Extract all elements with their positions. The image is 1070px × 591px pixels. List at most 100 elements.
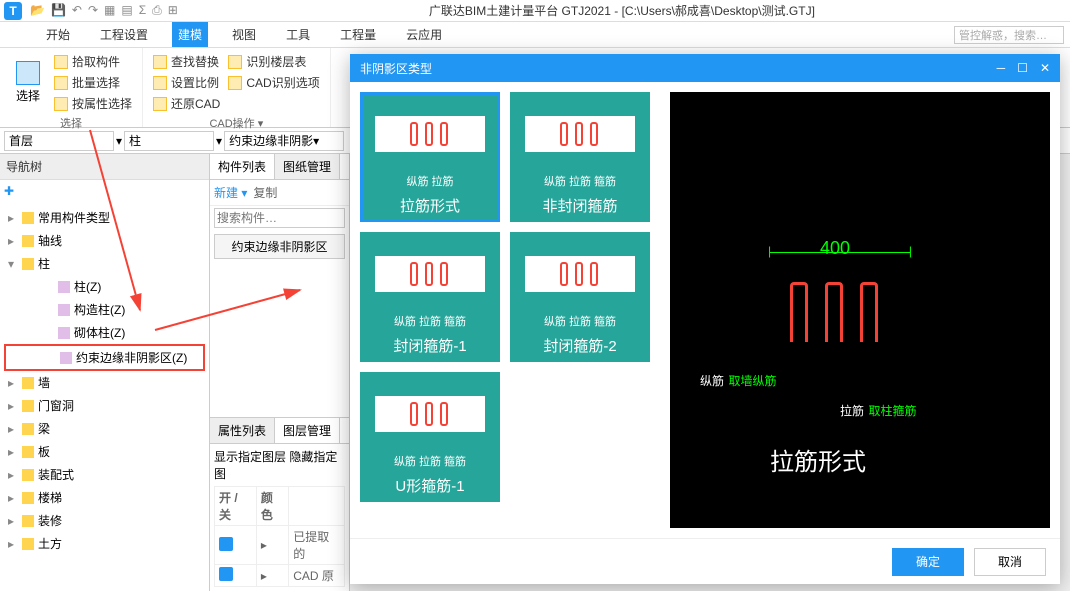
tree-item[interactable]: ▸装配式 xyxy=(4,463,205,486)
expand-icon[interactable]: ▸ xyxy=(8,376,18,390)
tree-item[interactable]: 柱(Z) xyxy=(4,275,205,298)
expand-icon[interactable]: ▾ xyxy=(8,257,18,271)
menu-start[interactable]: 开始 xyxy=(40,22,76,47)
expand-icon[interactable]: ▸ xyxy=(8,445,18,459)
dropdown-arrow-icon[interactable]: ▾ xyxy=(116,134,122,148)
option-diagram xyxy=(512,239,648,309)
option-card[interactable]: 纵筋 拉筋 箍筋封闭箍筋-1 xyxy=(360,232,500,362)
cancel-button[interactable]: 取消 xyxy=(974,548,1046,576)
tree-item[interactable]: ▸梁 xyxy=(4,417,205,440)
tree-item[interactable]: ▸楼梯 xyxy=(4,486,205,509)
option-diagram xyxy=(362,379,498,449)
tree-item[interactable]: ▸常用构件类型 xyxy=(4,206,205,229)
component-panel: 构件列表 图纸管理 新建 ▾ 复制 约束边缘非阴影区 属性列表 图层管理 显示指… xyxy=(210,154,350,591)
menu-tools[interactable]: 工具 xyxy=(280,22,316,47)
select-by-prop-button[interactable]: 按属性选择 xyxy=(52,94,134,113)
qat-icon[interactable]: Σ xyxy=(139,3,146,18)
rebar-shape xyxy=(860,282,878,342)
tree-item[interactable]: 砌体柱(Z) xyxy=(4,321,205,344)
qat-icon[interactable]: ⎙ xyxy=(152,3,162,18)
pick-component-button[interactable]: 拾取构件 xyxy=(52,52,134,71)
menu-view[interactable]: 视图 xyxy=(226,22,262,47)
layer-toggle[interactable] xyxy=(219,537,233,551)
cad-options-button[interactable]: CAD识别选项 xyxy=(226,73,321,92)
component-search-input[interactable] xyxy=(214,208,345,228)
copy-button[interactable]: 复制 xyxy=(253,184,277,201)
tab-properties[interactable]: 属性列表 xyxy=(210,418,275,443)
set-scale-button[interactable]: 设置比例 xyxy=(151,73,222,92)
expand-icon[interactable]: ▸ xyxy=(8,399,18,413)
folder-icon xyxy=(58,327,70,339)
expand-icon[interactable]: ▸ xyxy=(8,234,18,248)
layer-content: 显示指定图层 隐藏指定图 开 / 关颜色 ▸已提取的 ▸CAD 原 xyxy=(210,444,349,591)
qat-icon[interactable]: ▦ xyxy=(104,3,115,18)
tree-item[interactable]: ▸装修 xyxy=(4,509,205,532)
batch-select-button[interactable]: 批量选择 xyxy=(52,73,134,92)
qat-icon[interactable]: ⊞ xyxy=(168,3,178,18)
dialog-close-icon[interactable]: ✕ xyxy=(1040,61,1050,75)
component-item[interactable]: 约束边缘非阴影区 xyxy=(214,234,345,259)
find-icon xyxy=(153,55,167,69)
menu-cloud[interactable]: 云应用 xyxy=(400,22,448,47)
floor-dropdown[interactable] xyxy=(4,131,114,151)
window-title: 广联达BIM土建计量平台 GTJ2021 - [C:\Users\郝成喜\Des… xyxy=(178,2,1066,19)
expand-icon[interactable]: ▸ xyxy=(8,537,18,551)
menu-project-settings[interactable]: 工程设置 xyxy=(94,22,154,47)
tab-component-list[interactable]: 构件列表 xyxy=(210,154,275,179)
folder-icon xyxy=(58,281,70,293)
menubar: 开始 工程设置 建模 视图 工具 工程量 云应用 xyxy=(0,22,1070,48)
tree-item[interactable]: ▸ 门窗洞 xyxy=(4,394,205,417)
ok-button[interactable]: 确定 xyxy=(892,548,964,576)
option-title: 封闭箍筋-2 xyxy=(543,335,616,356)
expand-icon[interactable]: ▸ xyxy=(8,514,18,528)
tree-item[interactable]: 构造柱(Z) xyxy=(4,298,205,321)
tree-item-label: 柱(Z) xyxy=(74,278,101,295)
option-labels: 纵筋 拉筋 xyxy=(406,173,453,189)
dropdown-arrow-icon[interactable]: ▾ xyxy=(216,134,222,148)
expand-icon[interactable]: ▸ xyxy=(8,491,18,505)
dialog-minimize-icon[interactable]: ─ xyxy=(997,61,1006,75)
tab-layers[interactable]: 图层管理 xyxy=(275,418,340,443)
option-labels: 纵筋 拉筋 箍筋 xyxy=(394,453,466,469)
batch-icon xyxy=(54,76,68,90)
qat-redo-icon[interactable]: ↷ xyxy=(88,3,98,18)
expand-icon[interactable]: ▸ xyxy=(8,422,18,436)
option-card[interactable]: 纵筋 拉筋拉筋形式 xyxy=(360,92,500,222)
select-button[interactable]: 选择 xyxy=(8,52,48,113)
layer-row[interactable]: ▸已提取的 xyxy=(215,526,345,565)
qat-icon[interactable]: ▤ xyxy=(121,3,132,18)
menu-quantity[interactable]: 工程量 xyxy=(334,22,382,47)
dialog-footer: 确定 取消 xyxy=(350,538,1060,584)
tree-item-label: 门窗洞 xyxy=(38,397,74,414)
menu-modeling[interactable]: 建模 xyxy=(172,22,208,47)
type-dropdown[interactable] xyxy=(224,131,344,151)
tree-item[interactable]: 约束边缘非阴影区(Z) xyxy=(4,344,205,371)
category-dropdown[interactable] xyxy=(124,131,214,151)
tree-item[interactable]: ▸轴线 xyxy=(4,229,205,252)
tree-item[interactable]: ▸板 xyxy=(4,440,205,463)
identify-floor-button[interactable]: 识别楼层表 xyxy=(226,52,321,71)
new-button[interactable]: 新建 ▾ xyxy=(214,184,247,201)
expand-icon[interactable]: ▸ xyxy=(8,468,18,482)
option-card[interactable]: 纵筋 拉筋 箍筋非封闭箍筋 xyxy=(510,92,650,222)
find-replace-button[interactable]: 查找替换 xyxy=(151,52,222,71)
qat-open-icon[interactable]: 📂 xyxy=(30,3,45,18)
option-card[interactable]: 纵筋 拉筋 箍筋U形箍筋-1 xyxy=(360,372,500,502)
tree-item[interactable]: ▸土方 xyxy=(4,532,205,555)
option-title: 拉筋形式 xyxy=(400,195,460,216)
layer-toggle[interactable] xyxy=(219,567,233,581)
tab-drawing-mgmt[interactable]: 图纸管理 xyxy=(275,154,340,179)
tree-item[interactable]: ▸墙 xyxy=(4,371,205,394)
layer-row[interactable]: ▸CAD 原 xyxy=(215,565,345,587)
restore-cad-button[interactable]: 还原CAD xyxy=(151,94,222,113)
layer-header: 显示指定图层 隐藏指定图 xyxy=(214,448,345,482)
dialog-maximize-icon[interactable]: ☐ xyxy=(1017,61,1028,75)
nav-add-icon[interactable]: ✚ xyxy=(4,184,14,198)
qat-undo-icon[interactable]: ↶ xyxy=(72,3,82,18)
expand-icon[interactable]: ▸ xyxy=(8,211,18,225)
preview-label: 纵筋 取墙纵筋 xyxy=(700,372,776,390)
help-search-input[interactable]: 管控解惑，搜索… xyxy=(954,26,1064,44)
option-card[interactable]: 纵筋 拉筋 箍筋封闭箍筋-2 xyxy=(510,232,650,362)
tree-item[interactable]: ▾柱 xyxy=(4,252,205,275)
qat-save-icon[interactable]: 💾 xyxy=(51,3,66,18)
